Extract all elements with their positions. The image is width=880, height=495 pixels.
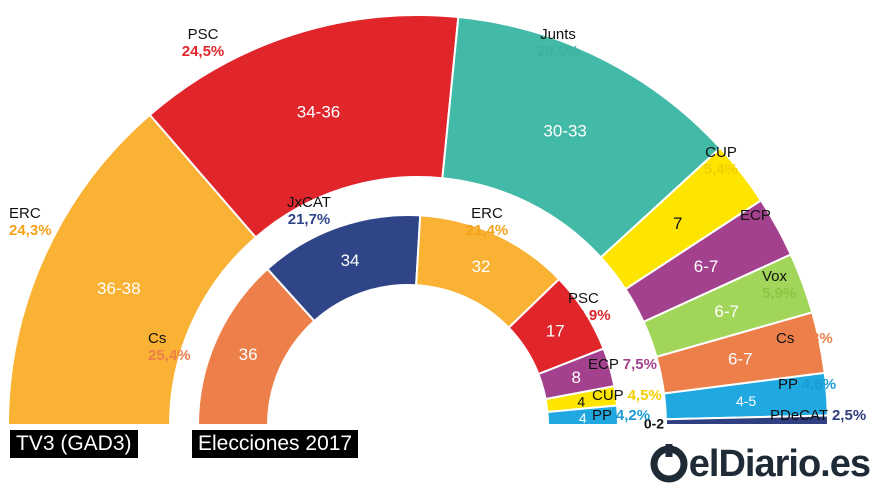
party-share: 24,5% [181, 43, 225, 60]
party-share: 4,6% [801, 376, 837, 393]
party-share: 20,5% [536, 43, 580, 60]
party-name: JxCAT [287, 194, 331, 211]
party-label-erc: ERC 24,3% [9, 205, 52, 239]
party-share: 2,5% [831, 407, 867, 424]
party-name: PP [778, 376, 798, 393]
party-share: 21,4% [465, 222, 509, 239]
party-share: 6% [740, 224, 762, 241]
seats-label-psc: 34-36 [297, 102, 340, 121]
chart-title-tv3: TV3 (GAD3) [10, 430, 138, 458]
seats-label-cs: 36 [239, 345, 258, 364]
party-label-pp: PP 4,2% [592, 407, 650, 424]
party-name: ERC [471, 205, 503, 222]
party-label-erc: ERC 21,4% [466, 205, 509, 239]
party-name: PDeCAT [770, 407, 828, 424]
seats-label-junts: 30-33 [543, 122, 586, 141]
party-name: Vox [762, 268, 788, 285]
party-label-ecp: ECP 6% [740, 207, 771, 241]
party-share: 5,9% [762, 285, 797, 302]
party-name: Junts [540, 26, 576, 43]
party-label-cs: Cs 25,4% [148, 330, 191, 364]
party-name: CUP [705, 144, 737, 161]
party-label-junts: Junts 20,5% [537, 26, 580, 60]
party-share: 21,7% [287, 211, 331, 228]
party-name: ECP [740, 207, 771, 224]
party-share: 24,3% [9, 222, 52, 239]
seats-label-ecp: 8 [571, 368, 580, 387]
seats-label-vox: 6-7 [714, 302, 739, 321]
party-label-cs: Cs 5,3% [776, 330, 833, 347]
seats-label-cup: 7 [673, 214, 682, 233]
party-share: 4,5% [627, 387, 662, 404]
party-share: 5,3% [798, 330, 833, 347]
party-label-cup: CUP 4,5% [592, 387, 662, 404]
party-label-psc: PSC 13,9% [568, 290, 611, 324]
seats-label-ecp: 6-7 [694, 257, 719, 276]
seats-label-psc: 17 [546, 322, 565, 341]
arc-pp-2017 [546, 404, 620, 426]
party-name: PP [592, 407, 612, 424]
chart-title-2017: Elecciones 2017 [192, 430, 359, 458]
seats-label-erc: 36-38 [97, 279, 140, 298]
party-label-psc: PSC 24,5% [182, 26, 225, 60]
party-label-ecp: ECP 7,5% [588, 356, 657, 373]
seats-label-erc: 32 [472, 257, 491, 276]
party-name: Cs [776, 330, 795, 347]
party-name: CUP [592, 387, 624, 404]
seats-label-pp: 4-5 [736, 393, 756, 409]
seats-label-pp: 4 [579, 410, 587, 426]
party-name: PSC [568, 290, 599, 307]
brand-name: elDiario.es [688, 442, 871, 485]
party-share: 13,9% [568, 307, 611, 324]
arc-pdecat-tv3 [664, 414, 830, 426]
eldiario-logo-icon [650, 444, 688, 483]
party-share: 25,4% [148, 347, 191, 364]
party-share: 7,5% [622, 356, 657, 373]
seats-label-pdecat: 0-2 [644, 415, 664, 431]
party-label-jxcat: JxCAT 21,7% [287, 194, 331, 228]
party-name: ECP [588, 356, 619, 373]
party-name: Cs [148, 330, 167, 347]
party-name: PSC [187, 26, 219, 43]
seats-label-cup: 4 [577, 394, 585, 410]
brand-logo: elDiario.es [649, 440, 871, 488]
party-label-cup: CUP 5,4% [704, 144, 738, 178]
party-share: 5,4% [703, 161, 739, 178]
party-label-pdecat: PDeCAT 2,5% [770, 407, 866, 424]
party-share: 4,2% [615, 407, 651, 424]
party-name: ERC [9, 205, 41, 222]
seats-label-cs: 6-7 [728, 350, 753, 369]
party-label-pp: PP 4,6% [778, 376, 836, 393]
party-label-vox: Vox 5,9% [762, 268, 796, 302]
seats-label-jxcat: 34 [341, 251, 360, 270]
